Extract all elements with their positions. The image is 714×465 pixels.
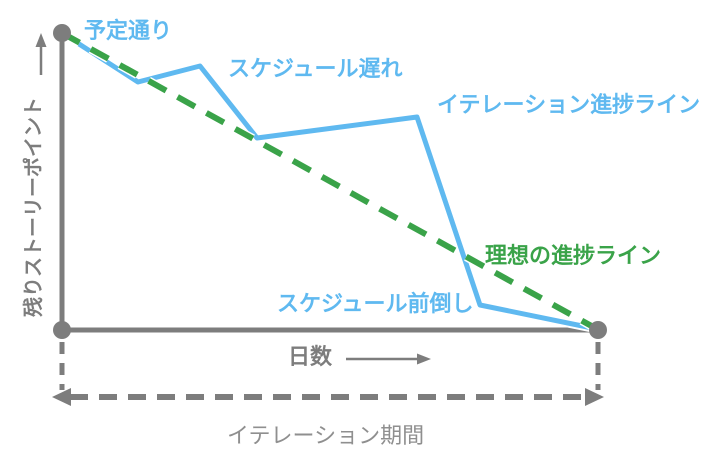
origin-top-dot [53, 24, 71, 42]
on-schedule-label: 予定通り [84, 18, 173, 43]
iteration-progress-line [59, 30, 600, 332]
ideal-progress-line-label: 理想の進捗ライン [485, 243, 662, 268]
behind-schedule-label: スケジュール遅れ [228, 56, 403, 81]
ahead-of-schedule-label: スケジュール前倒し [277, 291, 474, 316]
x-axis-arrowhead [417, 353, 431, 365]
end-dot [589, 321, 607, 339]
y-axis-label: 残りストーリーポイント [23, 97, 45, 317]
iteration-period-arrowhead-left [52, 388, 71, 406]
y-axis-arrowhead [35, 33, 47, 47]
iteration-progress-line-label: イテレーション進捗ライン [437, 92, 701, 117]
ideal-progress-line [60, 30, 599, 332]
iteration-period-label: イテレーション期間 [227, 423, 425, 448]
iteration-period-arrowhead-right [585, 388, 604, 406]
x-axis-label: 日数 [288, 344, 333, 369]
origin-bottom-dot [53, 321, 71, 339]
